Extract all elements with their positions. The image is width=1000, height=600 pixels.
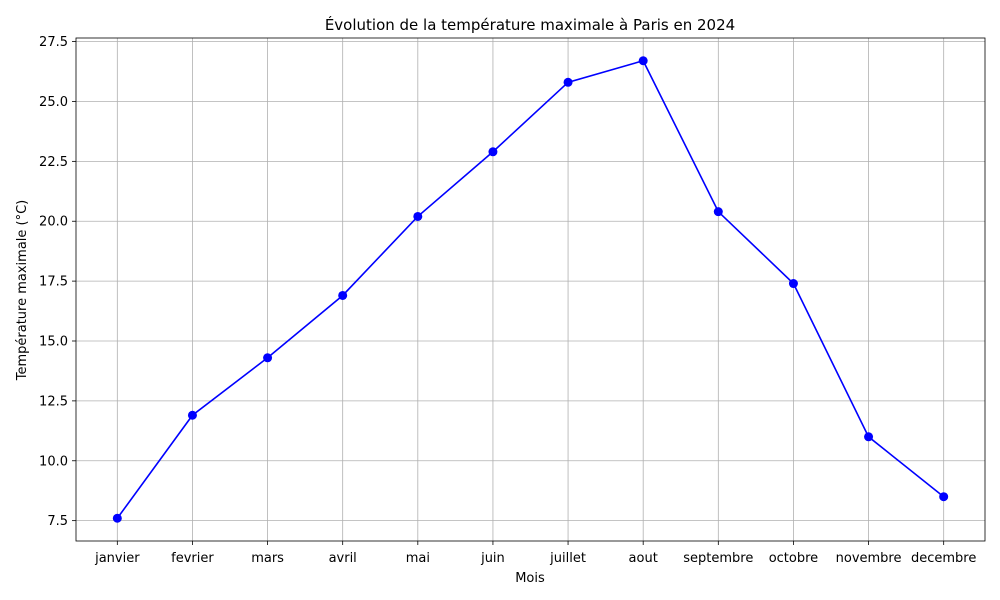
ticks-layer: janvier fevrier mars avril mai juin juillet aou…	[39, 35, 976, 566]
series-line	[116, 59, 945, 519]
x-tick-label: octobre	[769, 551, 818, 566]
y-axis-title: Température maximale (°C)	[15, 200, 30, 382]
data-point	[413, 211, 423, 221]
y-tick-label: 25.0	[39, 95, 68, 110]
data-point	[563, 77, 573, 87]
data-point	[338, 290, 348, 300]
data-point	[187, 410, 197, 420]
axes-layer	[75, 37, 986, 542]
series-layer	[112, 56, 949, 523]
x-tick-label: juillet	[549, 551, 586, 566]
x-tick-label: decembre	[911, 551, 976, 566]
grid-layer	[76, 38, 985, 541]
y-tick-label: 15.0	[39, 334, 68, 349]
y-tick-label: 22.5	[39, 155, 68, 170]
data-point	[638, 56, 648, 66]
y-tick-label: 17.5	[39, 275, 68, 290]
y-tick-label: 10.0	[39, 454, 68, 469]
data-point	[864, 432, 874, 442]
data-point	[263, 353, 273, 363]
x-tick-label: mars	[251, 551, 284, 566]
x-tick-label: septembre	[683, 551, 753, 566]
data-point	[788, 279, 798, 289]
x-tick-label: juin	[480, 551, 505, 566]
chart-title: Évolution de la température maximale à P…	[325, 15, 735, 34]
x-tick-label: mai	[406, 551, 430, 566]
x-tick-label: aout	[629, 551, 658, 566]
plot-frame	[75, 37, 986, 542]
y-tick-label: 20.0	[39, 215, 68, 230]
y-tick-label: 12.5	[39, 394, 68, 409]
y-tick-label: 27.5	[39, 35, 68, 50]
data-point	[112, 513, 122, 523]
x-tick-label: avril	[329, 551, 357, 566]
y-tick-label: 7.5	[47, 514, 68, 529]
data-point	[713, 207, 723, 217]
x-tick-label: novembre	[836, 551, 902, 566]
data-point	[488, 147, 498, 157]
data-point	[939, 492, 949, 502]
x-axis-title: Mois	[515, 571, 545, 586]
x-tick-label: fevrier	[171, 551, 214, 566]
x-tick-label: janvier	[94, 551, 140, 566]
